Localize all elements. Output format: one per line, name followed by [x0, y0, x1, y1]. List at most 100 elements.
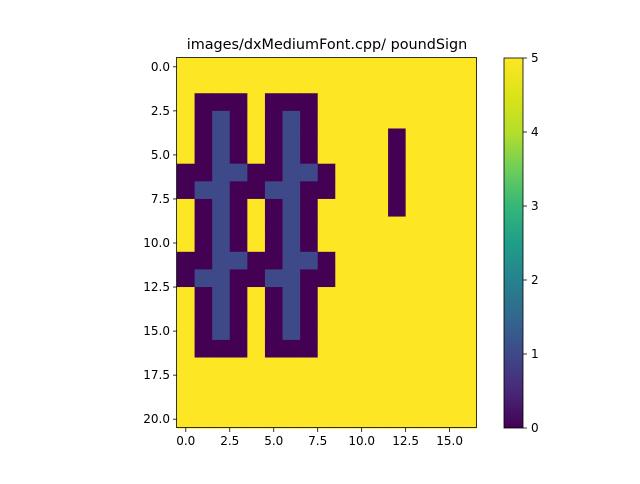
heatmap-cell — [194, 287, 213, 306]
heatmap-cell — [317, 269, 336, 288]
heatmap-cell — [352, 287, 372, 306]
heatmap-cell — [264, 198, 284, 218]
heatmap-cell — [212, 357, 231, 376]
heatmap-cell — [405, 375, 424, 394]
heatmap-cell — [317, 251, 336, 271]
heatmap-cell — [247, 322, 266, 341]
heatmap-cell — [247, 146, 266, 165]
heatmap-cell — [352, 128, 372, 147]
heatmap-cell — [212, 75, 231, 94]
heatmap-cell — [352, 181, 372, 200]
heatmap-cell — [370, 58, 389, 77]
heatmap-cell — [458, 375, 477, 394]
heatmap-cell — [282, 322, 301, 341]
heatmap-cell — [177, 304, 196, 323]
heatmap-cell — [405, 357, 424, 376]
heatmap-cell — [212, 392, 231, 411]
heatmap-cell — [282, 251, 301, 271]
y-axis: 0.0 2.5 5.0 7.5 10.0 12.5 15.0 17.5 20.0 — [143, 60, 177, 426]
heatmap-cell — [388, 181, 407, 200]
heatmap-cell — [317, 375, 336, 394]
heatmap-cell — [229, 375, 248, 394]
heatmap-cell — [264, 110, 284, 130]
heatmap-cell — [335, 410, 354, 429]
heatmap-cell — [300, 93, 319, 112]
heatmap-cell — [388, 357, 407, 376]
heatmap-cell — [352, 216, 372, 235]
heatmap-cell — [335, 146, 354, 165]
heatmap-cell — [352, 110, 372, 130]
heatmap-cell — [370, 339, 389, 359]
heatmap-cell — [370, 304, 389, 323]
heatmap-cell — [300, 110, 319, 130]
heatmap-cell — [282, 234, 301, 253]
heatmap-cell — [282, 75, 301, 94]
heatmap-cell — [317, 392, 336, 411]
heatmap-cell — [423, 93, 442, 112]
heatmap-cell — [335, 304, 354, 323]
heatmap-cell — [194, 234, 213, 253]
x-tick-label: 5.0 — [264, 434, 283, 448]
heatmap-cell — [352, 269, 372, 288]
heatmap-cell — [405, 251, 424, 271]
heatmap-cell — [264, 163, 284, 182]
heatmap-cell — [335, 375, 354, 394]
heatmap-cell — [335, 339, 354, 359]
heatmap-cell — [282, 216, 301, 235]
heatmap-cell — [388, 110, 407, 130]
heatmap-cell — [300, 322, 319, 341]
heatmap-cell — [282, 181, 301, 200]
heatmap-cell — [335, 163, 354, 182]
heatmap-cell — [458, 251, 477, 271]
colorbar-tick-label: 5 — [531, 51, 539, 65]
heatmap-cell — [405, 234, 424, 253]
heatmap-cell — [212, 163, 231, 182]
heatmap-cell — [423, 198, 442, 218]
chart-title: images/dxMediumFont.cpp/ poundSign — [187, 37, 468, 53]
heatmap-cell — [194, 339, 213, 359]
heatmap-cell — [177, 357, 196, 376]
heatmap-cell — [300, 163, 319, 182]
heatmap-cell — [282, 146, 301, 165]
heatmap-cell — [229, 181, 248, 200]
heatmap-cell — [300, 251, 319, 271]
heatmap-cell — [177, 181, 196, 200]
heatmap-cell — [370, 392, 389, 411]
heatmap-cell — [440, 93, 460, 112]
x-tick-label: 2.5 — [220, 434, 239, 448]
heatmap-cell — [282, 357, 301, 376]
heatmap-cell — [458, 269, 477, 288]
heatmap-cell — [440, 58, 460, 77]
heatmap-cell — [317, 181, 336, 200]
heatmap-cell — [247, 75, 266, 94]
heatmap-cell — [335, 181, 354, 200]
heatmap-cell — [405, 163, 424, 182]
heatmap-cell — [300, 75, 319, 94]
heatmap-cell — [177, 269, 196, 288]
heatmap-cell — [264, 216, 284, 235]
heatmap-cell — [352, 375, 372, 394]
heatmap-cell — [440, 322, 460, 341]
heatmap-cell — [317, 93, 336, 112]
heatmap-cell — [194, 216, 213, 235]
heatmap-cell — [177, 322, 196, 341]
heatmap-cell — [212, 198, 231, 218]
heatmap-cell — [317, 357, 336, 376]
heatmap-cell — [317, 304, 336, 323]
heatmap-cell — [300, 339, 319, 359]
heatmap-cell — [212, 287, 231, 306]
heatmap-cell — [264, 251, 284, 271]
heatmap-cell — [317, 216, 336, 235]
heatmap-cell — [405, 128, 424, 147]
heatmap-cell — [177, 75, 196, 94]
heatmap-cell — [352, 357, 372, 376]
heatmap-cell — [405, 93, 424, 112]
heatmap-cell — [370, 287, 389, 306]
heatmap-cell — [335, 251, 354, 271]
heatmap-cell — [458, 357, 477, 376]
heatmap-cell — [352, 304, 372, 323]
heatmap-cell — [405, 146, 424, 165]
heatmap-cell — [247, 93, 266, 112]
heatmap-cell — [212, 322, 231, 341]
colorbar-frame — [503, 57, 524, 429]
